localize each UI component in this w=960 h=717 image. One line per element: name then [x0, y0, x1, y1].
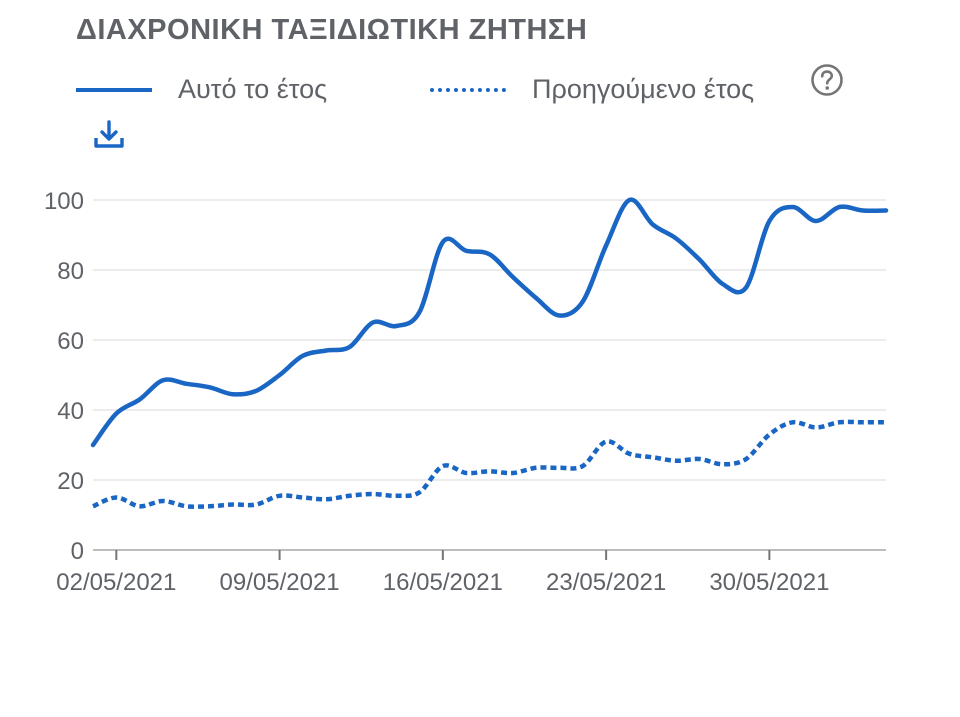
legend-item-previous-year[interactable]: Προηγούμενο έτος	[430, 74, 754, 105]
x-tick-label: 23/05/2021	[546, 569, 666, 596]
series-line-previous-year	[92, 419, 886, 509]
x-tick-label: 09/05/2021	[220, 569, 340, 596]
y-tick-label: 40	[57, 398, 84, 425]
chart-title: ΔΙΑΧΡΟΝΙΚΗ ΤΑΞΙΔΙΩΤΙΚΗ ΖΗΤΗΣΗ	[76, 14, 588, 46]
help-circle-icon[interactable]	[810, 63, 844, 97]
legend-swatch-dotted	[430, 87, 506, 92]
download-icon[interactable]	[92, 118, 126, 152]
legend-swatch-solid	[76, 87, 152, 92]
series-line-this-year	[90, 197, 889, 448]
legend-label-this-year: Αυτό το έτος	[178, 74, 328, 104]
y-tick-label: 100	[44, 188, 84, 215]
x-tick-label: 30/05/2021	[709, 569, 829, 596]
x-tick-label: 02/05/2021	[56, 569, 176, 596]
legend-label-previous-year: Προηγούμενο έτος	[532, 74, 755, 104]
x-tick-label: 16/05/2021	[383, 569, 503, 596]
y-tick-label: 80	[57, 258, 84, 285]
y-tick-label: 20	[57, 468, 84, 495]
y-tick-label: 60	[57, 328, 84, 355]
legend-item-this-year[interactable]: Αυτό το έτος	[76, 74, 327, 105]
y-tick-label: 0	[71, 538, 84, 565]
